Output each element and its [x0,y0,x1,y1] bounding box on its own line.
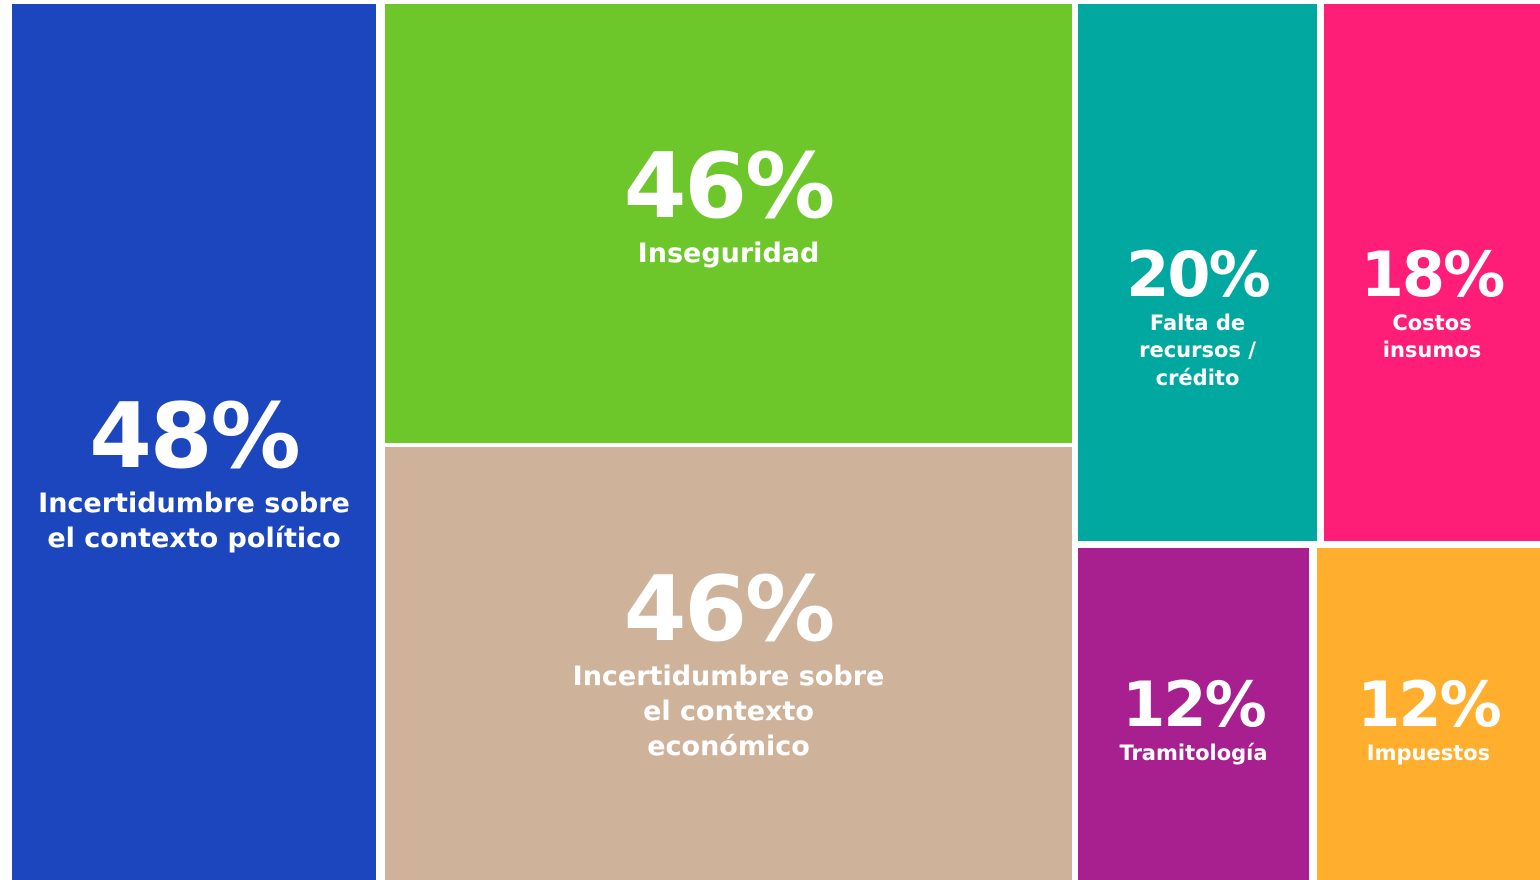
cell-label: 18% Costos insumos [1324,244,1540,365]
value-label: 20% [1126,238,1270,311]
category-label: Inseguridad [637,238,820,269]
cell-label: 20% Falta de recursos / crédito [1078,244,1317,392]
treemap-cell: 12% Impuestos [1317,548,1540,880]
cell-label: 46% Inseguridad [385,142,1072,271]
category-label: Falta de recursos / crédito [1139,311,1256,390]
cell-label: 12% Impuestos [1317,674,1540,767]
value-label: 46% [623,557,835,662]
cell-label: 12% Tramitología [1078,674,1309,767]
treemap-cell: 12% Tramitología [1078,548,1309,880]
cell-label: 46% Incertidumbre sobre el contexto econó… [385,565,1072,764]
value-label: 48% [89,384,300,489]
category-label: Costos insumos [1382,311,1482,363]
cell-label: 48% Incertidumbre sobre el contexto polít… [12,392,376,556]
value-label: 18% [1360,238,1505,311]
category-label: Incertidumbre sobre el contexto económic… [572,661,885,763]
treemap-cell: 46% Incertidumbre sobre el contexto econó… [385,447,1072,880]
category-label: Incertidumbre sobre el contexto político [38,488,350,555]
value-label: 46% [623,134,835,239]
value-label: 12% [1122,668,1266,741]
treemap-cell: 18% Costos insumos [1324,4,1540,541]
treemap-cell: 48% Incertidumbre sobre el contexto polít… [12,4,376,880]
value-label: 12% [1357,668,1501,741]
treemap-cell: 46% Inseguridad [385,4,1072,443]
category-label: Impuestos [1366,741,1491,765]
treemap-cell: 20% Falta de recursos / crédito [1078,4,1317,541]
category-label: Tramitología [1119,741,1268,765]
